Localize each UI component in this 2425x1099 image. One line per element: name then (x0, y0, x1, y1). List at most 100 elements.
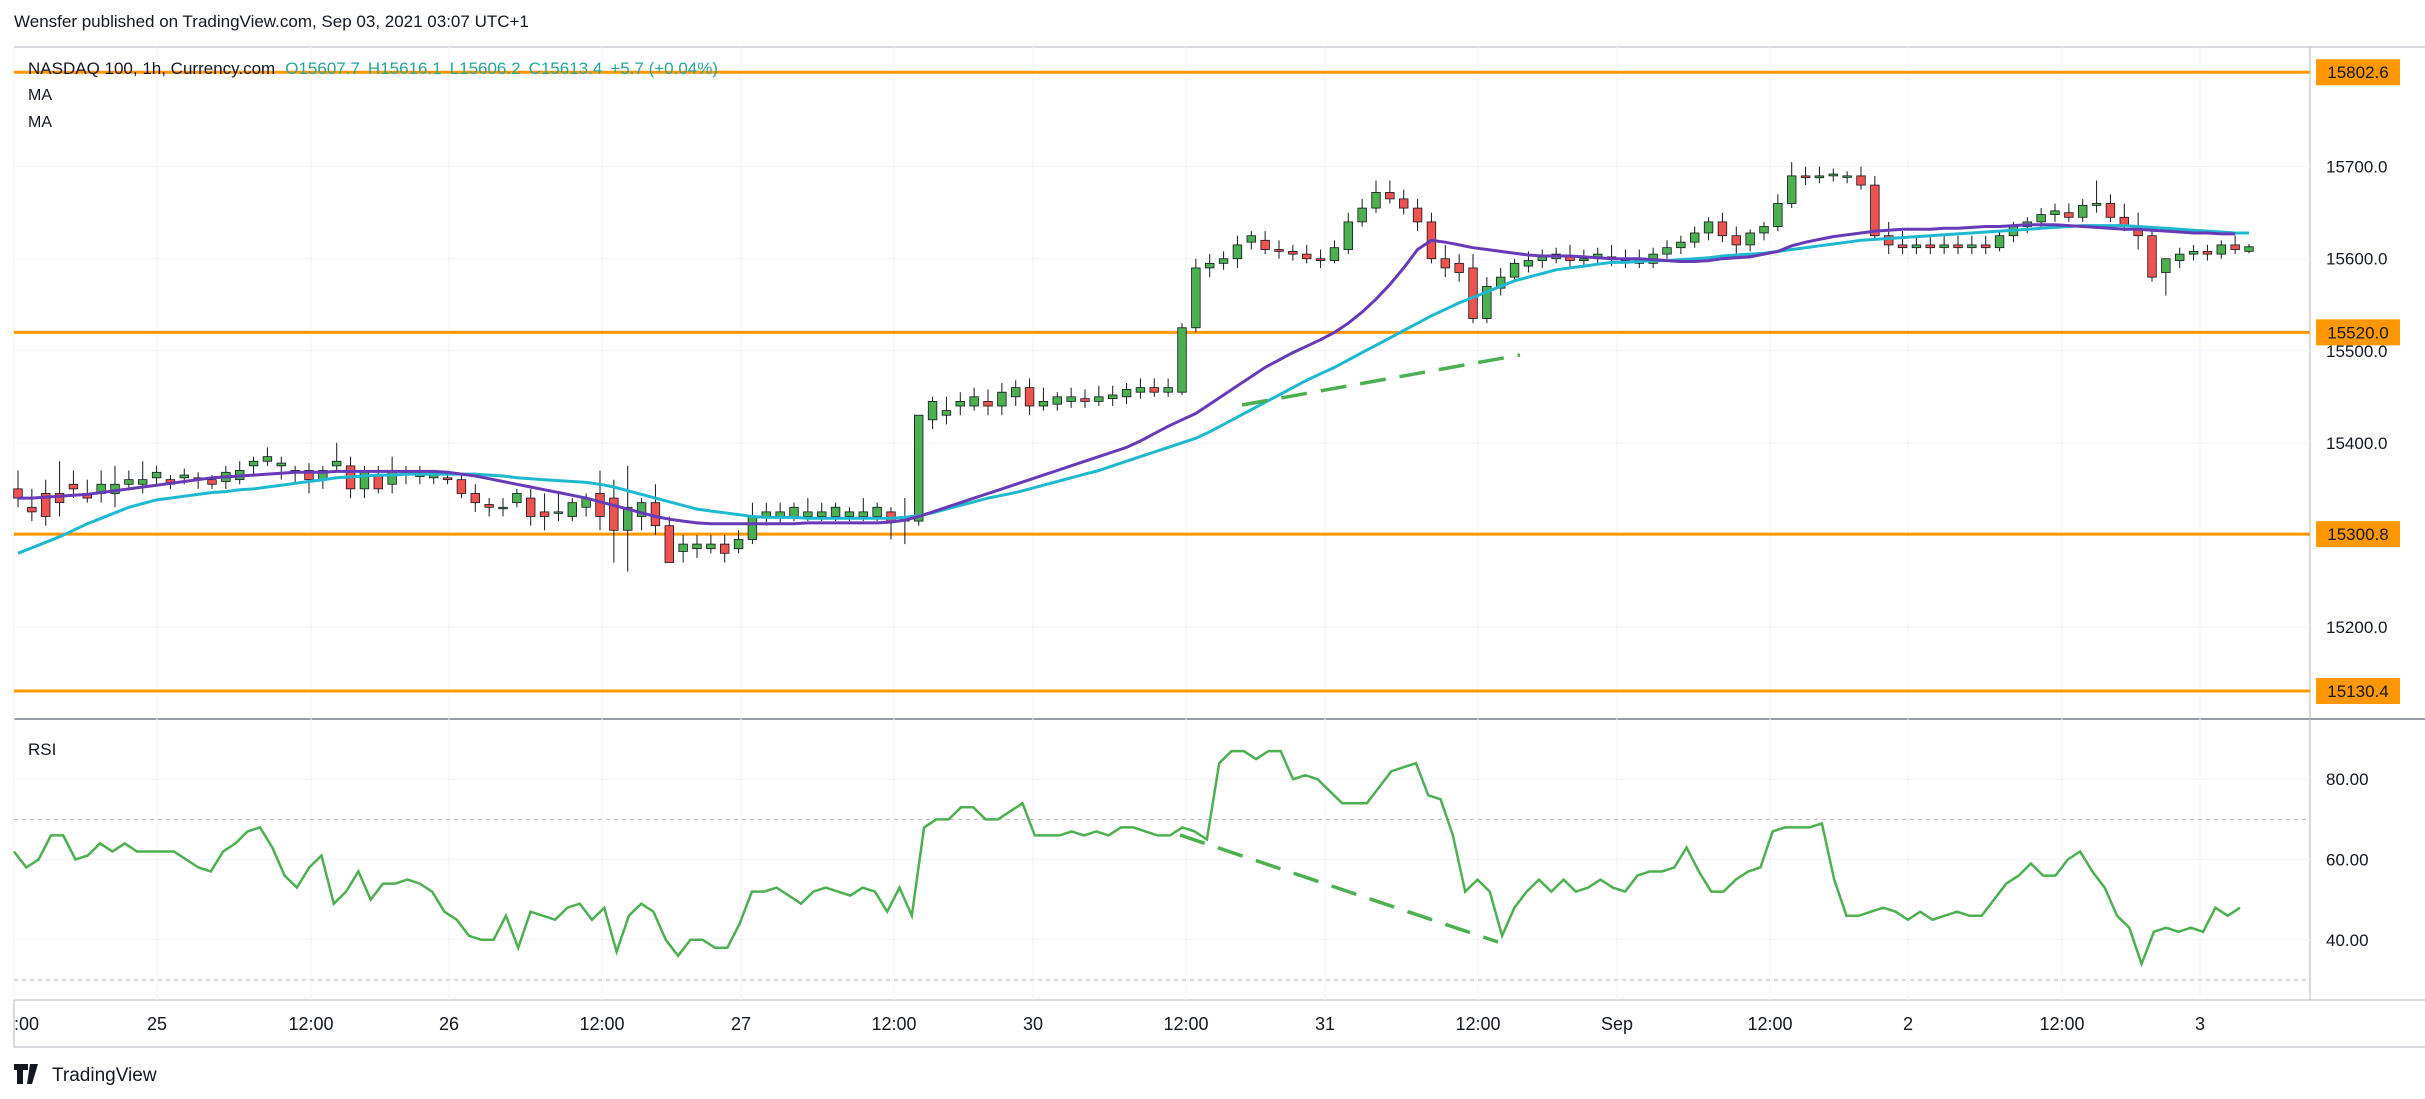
candle-up (2188, 250, 2199, 255)
candle-up (1994, 235, 2005, 249)
candle-up (2175, 253, 2185, 261)
candle-up (1218, 258, 1229, 264)
candle-up (692, 543, 702, 550)
candle-up (1523, 260, 1534, 267)
candle-down (373, 474, 383, 490)
candle-up (733, 539, 744, 550)
candle-down (526, 497, 536, 517)
price-tick-label: 15500.0 (2326, 342, 2387, 361)
candle-down (456, 479, 467, 494)
tradingview-brand: TradingView (52, 1065, 157, 1086)
price-tick-label: 15200.0 (2326, 618, 2387, 637)
candle-down (1897, 244, 1908, 249)
candle-up (1121, 389, 1132, 398)
candle-up (1509, 262, 1520, 278)
candle-down (720, 543, 730, 554)
candle-down (1731, 235, 1741, 246)
candle-up (1787, 175, 1797, 204)
candle-up (817, 511, 827, 517)
candle-up (775, 511, 785, 517)
candle-up (553, 511, 564, 514)
price-tick-label: 15400.0 (2326, 434, 2387, 453)
grid-lines (13, 47, 2310, 1000)
moving-averages (17, 223, 2249, 555)
candle-up (2091, 203, 2102, 206)
ma2-legend[interactable]: MA (28, 114, 52, 131)
candle-up (567, 502, 577, 517)
candle-up (997, 391, 1007, 407)
trend-lines[interactable] (1179, 353, 1521, 944)
candle-up (359, 470, 370, 490)
candle-up (2050, 210, 2060, 215)
level-label-box (2316, 678, 2400, 705)
time-tick-label: 12:00 (1747, 1014, 1792, 1034)
candle-up (1135, 387, 1146, 393)
candle-up (678, 543, 688, 552)
level-label: 15300.8 (2327, 525, 2388, 544)
candle-up (747, 516, 758, 540)
candle-down (1080, 398, 1090, 402)
candle-down (1260, 239, 1270, 250)
candle-down (207, 479, 217, 485)
rsi-trend-line[interactable] (1179, 833, 1499, 944)
candle-up (124, 479, 134, 485)
high-value: H15616.1 (368, 59, 442, 78)
time-tick-label: 26 (439, 1014, 459, 1034)
rsi-line (13, 749, 2241, 968)
candle-up (512, 493, 522, 504)
candle-up (498, 506, 508, 510)
candle-up (955, 401, 965, 407)
rsi-pane (13, 749, 2241, 968)
candle-up (1579, 258, 1589, 261)
ma1-legend[interactable]: MA (28, 87, 52, 104)
candle-up (623, 506, 633, 531)
open-value: O15607.7 (285, 59, 360, 78)
candle-up (1759, 226, 1769, 234)
price-trend-line[interactable] (1241, 353, 1521, 407)
candle-up (858, 511, 868, 517)
candle-down (609, 497, 619, 531)
candle-up (1343, 221, 1353, 250)
time-axis[interactable]: :00 25 12:00 26 12:00 27 12:00 30 12:00 31 12:00 Se… (14, 1014, 2205, 1034)
rsi-bands (14, 818, 2310, 981)
candle-down (1385, 192, 1395, 200)
time-tick-label: 25 (147, 1014, 167, 1034)
price-axis[interactable]: 15700.015600.015500.015400.015300.015200… (2326, 158, 2387, 950)
candle-down (1412, 207, 1423, 223)
candle-up (2078, 204, 2088, 218)
candle-down (2105, 203, 2116, 218)
candle-down (1717, 221, 1728, 237)
candle-up (1939, 244, 1949, 249)
candle-up (1842, 175, 1852, 178)
time-tick-label: 3 (2195, 1014, 2205, 1034)
chart-frame (13, 46, 2425, 1048)
candle-up (636, 502, 647, 517)
candle-down (1149, 387, 1159, 393)
ma-fast-line (18, 223, 2236, 526)
change-value: +5.7 (+0.04%) (610, 59, 718, 78)
candle-down (1302, 253, 1312, 260)
candle-up (2161, 258, 2171, 273)
candle-up (2216, 244, 2226, 255)
time-tick-label: 12:00 (1163, 1014, 1208, 1034)
time-tick-label: 2 (1903, 1014, 1913, 1034)
candles (13, 162, 2254, 572)
candle-up (1038, 401, 1049, 407)
candle-up (2244, 246, 2254, 252)
candle-down (41, 493, 51, 517)
price-tick-label: 15700.0 (2326, 158, 2387, 177)
candle-up (248, 460, 259, 467)
candle-down (1884, 235, 1894, 246)
candle-up (276, 462, 286, 467)
candle-up (1828, 173, 1838, 177)
rsi-legend[interactable]: RSI (28, 740, 56, 759)
candle-up (262, 456, 273, 462)
candle-up (1011, 387, 1021, 398)
tradingview-logo (14, 1064, 38, 1084)
candle-up (830, 506, 841, 517)
candle-down (1315, 258, 1326, 261)
horizontal-levels[interactable] (14, 70, 2310, 693)
candle-up (1745, 232, 1755, 246)
candle-up (872, 506, 882, 517)
time-tick-label: 12:00 (1455, 1014, 1500, 1034)
